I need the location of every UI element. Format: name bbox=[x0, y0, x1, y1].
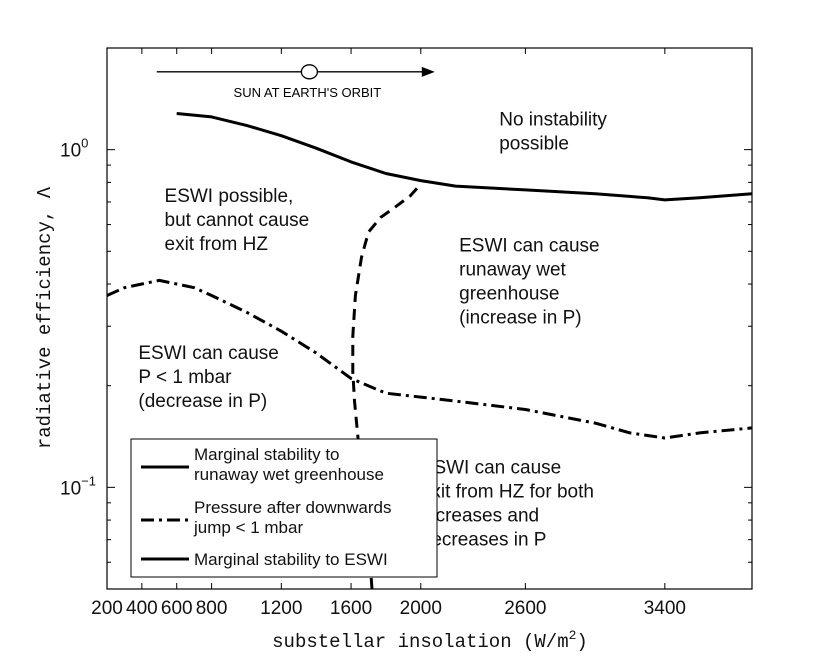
axis-ticks: 200 400 600 800 1200 1600 2000 2600 3400 100 10−1 bbox=[60, 48, 752, 619]
sun-label: SUN AT EARTH'S ORBIT bbox=[234, 85, 382, 100]
annotation-layer: No instability possible ESWI possible, but … bbox=[138, 109, 607, 550]
legend-box bbox=[130, 438, 438, 578]
x-axis-label-superscript: 2 bbox=[569, 628, 577, 643]
runaway-greenhouse-curve bbox=[176, 112, 753, 202]
y-tick-label: 100 bbox=[60, 136, 88, 162]
legend-label: Marginal stability to ESWI bbox=[194, 550, 388, 569]
legend-label: Pressure after downwards jump < 1 mbar bbox=[193, 498, 391, 537]
x-axis-label: substellar insolation (W/m2) bbox=[272, 628, 588, 653]
legend-label: Marginal stability to runaway wet greenho… bbox=[194, 445, 384, 484]
y-axis-label: radiative efficiency, Λ bbox=[34, 186, 56, 449]
low-pressure-curve bbox=[106, 278, 753, 440]
region-annotation: No instability possible bbox=[499, 109, 607, 154]
x-tick-label: 800 bbox=[196, 598, 228, 619]
x-tick-label: 2600 bbox=[504, 598, 546, 619]
plot-frame bbox=[106, 47, 753, 590]
x-tick-label: 600 bbox=[161, 598, 193, 619]
region-annotation: ESWI can cause P < 1 mbar (decrease in P) bbox=[138, 343, 278, 412]
x-tick-label: 3400 bbox=[644, 598, 686, 619]
sun-marker: SUN AT EARTH'S ORBIT bbox=[156, 64, 435, 100]
sun-circle-icon bbox=[300, 64, 319, 80]
region-annotation: ESWI can cause exit from HZ for both incre… bbox=[421, 457, 594, 550]
legend: Marginal stability to runaway wet greenho… bbox=[130, 438, 438, 578]
x-tick-label: 2000 bbox=[400, 598, 442, 619]
sun-arrow-head bbox=[421, 66, 435, 77]
x-tick-label: 400 bbox=[126, 598, 158, 619]
x-tick-label: 200 bbox=[91, 598, 123, 619]
y-tick-label: 10−1 bbox=[60, 473, 96, 499]
region-annotation: ESWI can cause runaway wet greenhouse (incr… bbox=[459, 235, 599, 328]
x-tick-label: 1200 bbox=[260, 598, 302, 619]
region-annotation: ESWI possible, but cannot cause exit from … bbox=[165, 186, 310, 255]
x-tick-label: 1600 bbox=[330, 598, 372, 619]
